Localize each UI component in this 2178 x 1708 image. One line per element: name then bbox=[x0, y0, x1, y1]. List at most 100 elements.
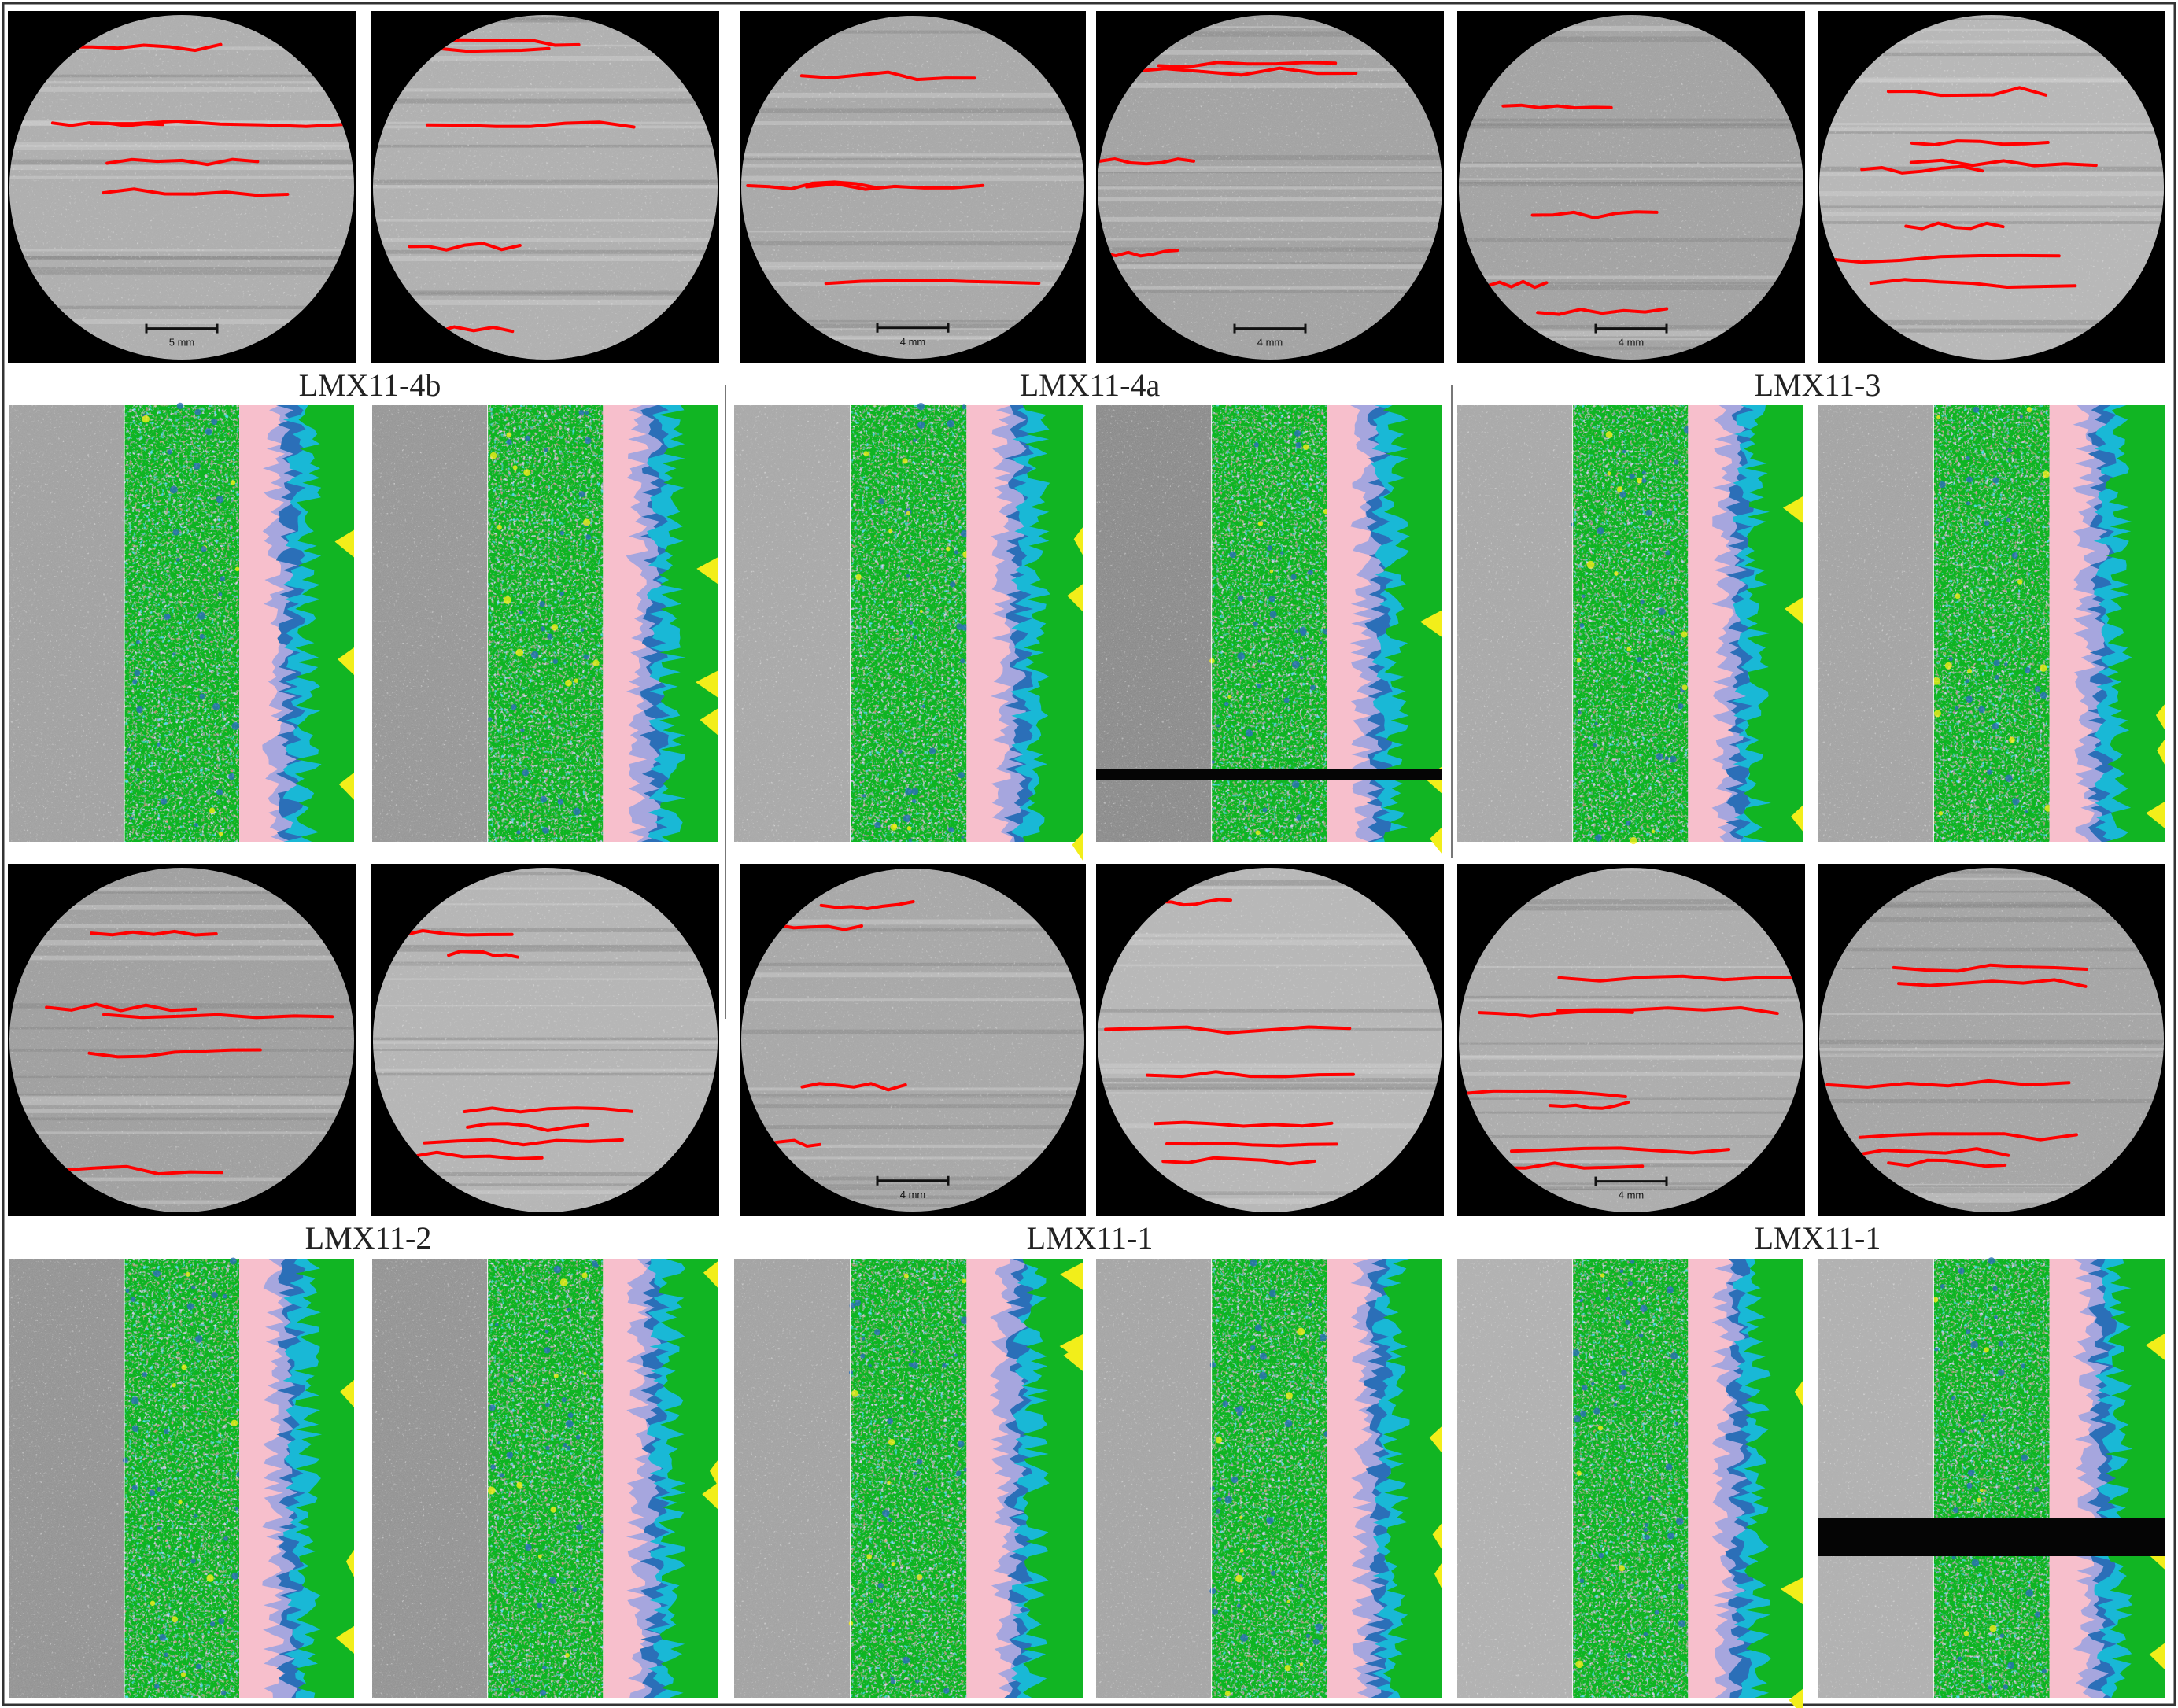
scale-bar-label: 4 mm bbox=[1619, 337, 1645, 349]
fracture-trace bbox=[102, 187, 290, 197]
fracture-trace bbox=[1161, 1156, 1317, 1166]
mineral-profile-strip bbox=[603, 405, 718, 842]
phase-map-strip bbox=[487, 405, 604, 842]
fracture-trace bbox=[447, 950, 519, 959]
mineral-strip-set bbox=[9, 1257, 354, 1698]
fracture-trace bbox=[1530, 210, 1659, 219]
fracture-trace bbox=[408, 242, 522, 252]
fracture-trace bbox=[1145, 1070, 1355, 1079]
mineral-profile-strip bbox=[1327, 1259, 1442, 1698]
scale-bar: 4 mm bbox=[876, 1175, 950, 1201]
scale-bar-label: 4 mm bbox=[900, 336, 926, 348]
ct-slice-disc bbox=[9, 15, 354, 360]
fracture-trace bbox=[799, 70, 976, 82]
fracture-trace bbox=[1819, 253, 2061, 264]
ct-slice-panel bbox=[371, 864, 719, 1216]
phase-map-strip bbox=[1933, 1259, 2050, 1698]
fracture-band bbox=[1096, 769, 1442, 780]
fracture-trace bbox=[463, 1106, 633, 1114]
scale-bar: 4 mm bbox=[1233, 323, 1307, 349]
ct-slice-disc bbox=[1459, 15, 1803, 360]
fracture-trace bbox=[65, 42, 223, 53]
sample-label-lmx11-1-a: LMX11-1 bbox=[1027, 1220, 1154, 1256]
fracture-trace bbox=[425, 120, 636, 129]
phase-map-strip bbox=[1211, 1259, 1327, 1698]
ct-slice-panel: 4 mm bbox=[740, 11, 1086, 363]
fracture-trace bbox=[1501, 103, 1613, 110]
fracture-trace bbox=[800, 1082, 907, 1092]
ct-slice-panel: 4 mm bbox=[1457, 11, 1805, 363]
ct-slice-panel bbox=[1818, 11, 2165, 363]
fracture-trace bbox=[1825, 1079, 2071, 1089]
scale-bar: 4 mm bbox=[1594, 323, 1668, 349]
mineral-profile-strip bbox=[239, 405, 354, 842]
sample-label-lmx11-4a: LMX11-4a bbox=[1020, 367, 1161, 403]
fracture-trace bbox=[1897, 978, 2088, 988]
fracture-trace bbox=[1536, 307, 1669, 316]
fracture-trace bbox=[434, 38, 581, 47]
fracture-trace bbox=[466, 1122, 590, 1132]
mineral-strip-set bbox=[1818, 1257, 2165, 1698]
fracture-trace bbox=[105, 157, 260, 167]
ct-slice-panel: 4 mm bbox=[1457, 864, 1805, 1216]
fracture-trace bbox=[1158, 898, 1232, 907]
mineral-profile-strip bbox=[2049, 1259, 2165, 1698]
fracture-trace bbox=[824, 279, 1041, 286]
fracture-trace bbox=[1154, 1120, 1334, 1128]
fracture-trace bbox=[1886, 86, 2047, 98]
fracture-trace bbox=[1910, 139, 2050, 147]
ct-slice-disc bbox=[741, 869, 1084, 1212]
phase-map-strip bbox=[124, 405, 239, 842]
scale-bar-label: 4 mm bbox=[1619, 1190, 1645, 1201]
ct-slice-panel bbox=[1096, 864, 1444, 1216]
phase-map-strip bbox=[850, 1259, 967, 1698]
scale-bar-label: 5 mm bbox=[169, 337, 195, 349]
phase-map-strip bbox=[487, 1259, 604, 1698]
mineral-profile-strip bbox=[239, 1259, 354, 1698]
fracture-trace bbox=[1157, 61, 1338, 69]
mineral-profile-strip bbox=[966, 1259, 1083, 1698]
fracture-trace bbox=[87, 1048, 262, 1059]
fracture-trace bbox=[102, 1013, 334, 1020]
ct-slice-disc bbox=[741, 16, 1084, 359]
mineral-strip-set bbox=[734, 402, 1083, 861]
mineral-profile-strip bbox=[1688, 1259, 1803, 1708]
mineral-profile-strip bbox=[603, 1259, 718, 1698]
sample-label-lmx11-4b: LMX11-4b bbox=[299, 367, 441, 403]
fracture-trace bbox=[1102, 249, 1179, 258]
sample-label-lmx11-3: LMX11-3 bbox=[1755, 367, 1881, 403]
fracture-band bbox=[1818, 1518, 2165, 1556]
ct-slice-disc bbox=[1819, 15, 2164, 360]
ct-slice-panel: 5 mm bbox=[8, 11, 356, 363]
fracture-trace bbox=[1464, 1089, 1627, 1098]
mineral-profile-strip bbox=[2049, 405, 2165, 842]
mineral-profile-strip bbox=[1327, 405, 1442, 854]
ct-slice-disc bbox=[1819, 868, 2164, 1212]
phase-map-strip bbox=[850, 405, 967, 842]
fracture-trace bbox=[1887, 1158, 2007, 1168]
fracture-trace bbox=[1904, 221, 2005, 231]
phase-map-strip bbox=[1933, 405, 2050, 842]
phase-map-strip bbox=[1572, 1259, 1689, 1698]
sample-label-lmx11-1-b: LMX11-1 bbox=[1755, 1220, 1881, 1256]
fracture-trace bbox=[1556, 1005, 1779, 1016]
mineral-strip-set bbox=[1096, 405, 1442, 854]
fracture-trace bbox=[746, 180, 880, 191]
fracture-trace bbox=[1125, 66, 1358, 77]
fracture-trace bbox=[1909, 158, 2098, 168]
fracture-trace bbox=[1892, 963, 2088, 973]
mineral-profile-strip bbox=[966, 405, 1083, 861]
fracture-trace bbox=[1098, 157, 1195, 166]
ct-slice-disc bbox=[1098, 15, 1442, 360]
ct-row-top: 5 mm 4 mm 4 mm 4 mm bbox=[8, 11, 2165, 363]
fracture-trace bbox=[1858, 1132, 2078, 1142]
scale-bar: 4 mm bbox=[1594, 1176, 1668, 1201]
phase-map-strip bbox=[1572, 405, 1689, 842]
scale-bar-label: 4 mm bbox=[900, 1189, 926, 1201]
mineral-strip-set bbox=[734, 1259, 1083, 1698]
strip-row-bottom bbox=[9, 1257, 2165, 1708]
fracture-trace bbox=[1510, 1146, 1731, 1155]
phase-map-strip bbox=[1211, 405, 1327, 842]
